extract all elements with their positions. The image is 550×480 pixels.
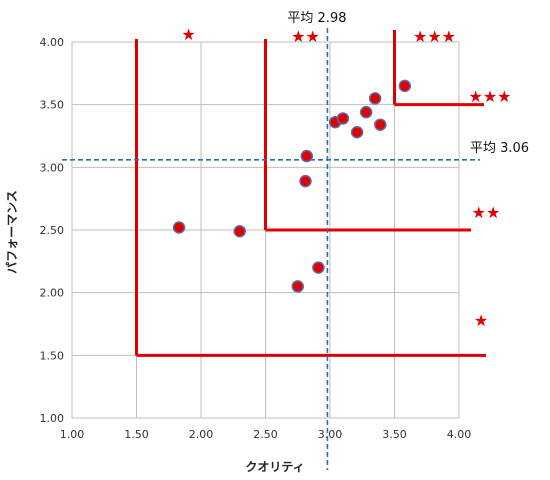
x-tick-label: 1.00 <box>60 428 85 441</box>
data-point <box>291 280 304 293</box>
data-point <box>172 221 186 234</box>
y-tick-label: 2.00 <box>40 287 65 300</box>
y-tick-label: 2.50 <box>40 224 65 237</box>
y-tick-label: 1.00 <box>40 412 65 425</box>
data-point <box>368 92 382 105</box>
data-point <box>336 112 350 125</box>
threshold-lines <box>135 30 486 357</box>
x-tick-label: 2.00 <box>189 428 214 441</box>
data-point <box>233 225 246 238</box>
mean-x-label: 平均 2.98 <box>287 11 346 26</box>
data-points <box>172 79 412 293</box>
x-tick-label: 2.50 <box>253 428 278 441</box>
x-tick-label: 3.50 <box>382 428 407 441</box>
data-point <box>374 118 387 131</box>
rating-stars-right: ★★ <box>472 203 501 222</box>
x-axis-title: クオリティ <box>245 460 304 474</box>
rating-stars-right: ★ <box>474 311 488 330</box>
data-point <box>299 174 312 188</box>
data-point <box>300 149 314 163</box>
x-tick-label: 4.00 <box>447 428 472 441</box>
x-tick-label: 3.00 <box>318 428 343 441</box>
data-point <box>350 125 364 139</box>
rating-stars-top: ★★ <box>291 27 320 46</box>
tick-labels: 1.00 1.50 2.00 2.50 3.00 3.50 4.00 1.00 1.50 2.00… <box>40 36 472 441</box>
x-tick-label: 1.50 <box>124 428 149 441</box>
data-point <box>398 79 412 93</box>
y-tick-label: 4.00 <box>40 36 65 49</box>
rating-stars: ★★★★★★★★★★★★ <box>181 25 511 330</box>
mean-lines: 平均 2.98 平均 3.06 <box>62 11 529 470</box>
y-axis-title: パフォーマンス <box>5 190 19 274</box>
y-tick-label: 1.50 <box>40 349 65 362</box>
rating-stars-right: ★★★ <box>468 87 511 106</box>
mean-y-label: 平均 3.06 <box>470 141 529 156</box>
data-point <box>312 261 325 274</box>
y-tick-label: 3.00 <box>40 161 65 174</box>
rating-stars-top: ★★★ <box>413 27 456 46</box>
data-point <box>359 105 373 119</box>
rating-stars-top: ★ <box>181 25 195 44</box>
y-tick-label: 3.50 <box>40 99 65 112</box>
